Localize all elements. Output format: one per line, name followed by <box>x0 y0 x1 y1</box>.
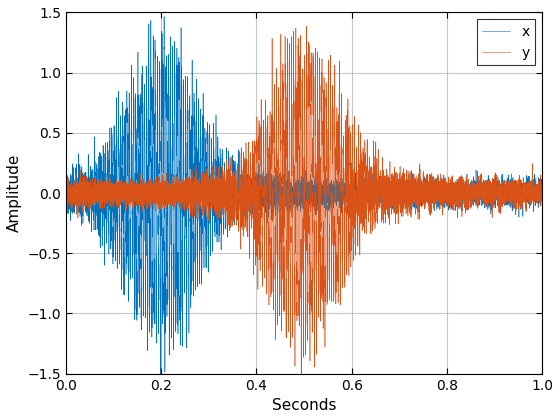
x <box>63 185 69 190</box>
x <box>344 184 351 189</box>
Line: x: x <box>66 16 542 402</box>
y <box>235 226 242 231</box>
y <box>365 210 372 215</box>
x <box>161 14 167 19</box>
x <box>539 177 545 182</box>
y <box>416 197 422 202</box>
y <box>298 397 305 402</box>
y <box>344 145 351 150</box>
x <box>441 200 448 205</box>
Line: y: y <box>66 26 542 399</box>
x <box>235 202 242 207</box>
y <box>539 187 545 192</box>
y <box>441 198 448 203</box>
y <box>304 24 310 29</box>
x <box>365 184 372 189</box>
x <box>87 186 94 192</box>
Legend: x, y: x, y <box>477 19 535 66</box>
y <box>63 191 69 196</box>
x <box>157 399 164 404</box>
X-axis label: Seconds: Seconds <box>272 398 336 413</box>
y <box>87 186 94 192</box>
Y-axis label: Amplitude: Amplitude <box>7 154 22 232</box>
x <box>416 190 422 195</box>
